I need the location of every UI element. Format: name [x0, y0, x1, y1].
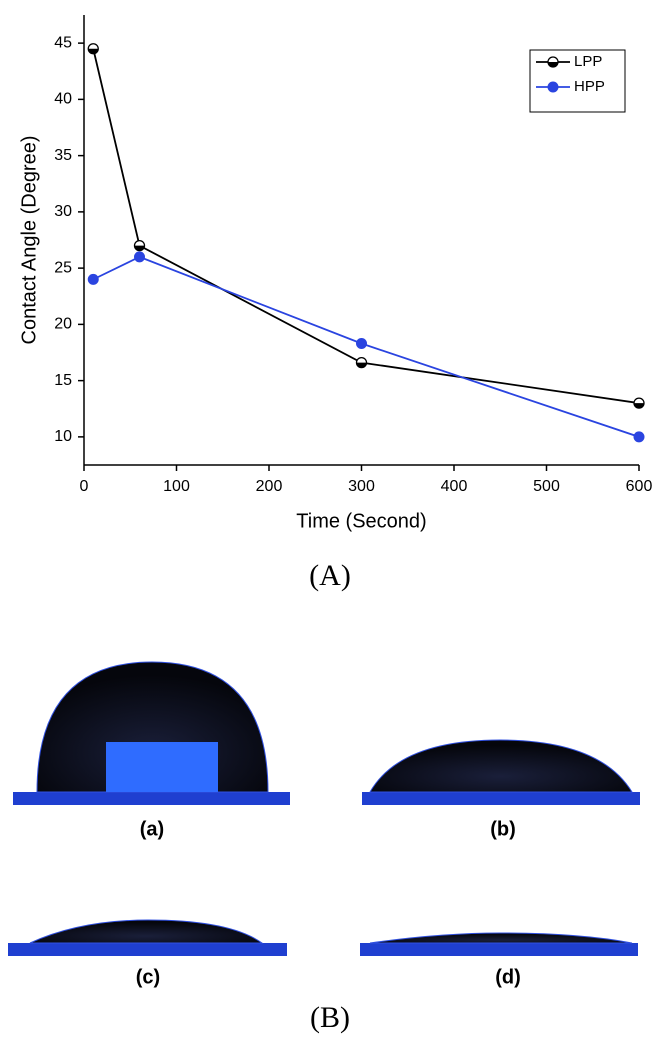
substrate [8, 943, 287, 956]
marker-dot [356, 338, 367, 349]
image-label: (d) [495, 966, 521, 988]
substrate [13, 792, 290, 805]
point [633, 431, 645, 443]
y-tick-label: 40 [54, 91, 72, 108]
x-tick-label: 100 [163, 478, 190, 495]
y-tick-label: 25 [54, 259, 72, 276]
x-tick-label: 0 [80, 478, 89, 495]
x-tick-label: 300 [348, 478, 375, 495]
droplet-images [8, 661, 640, 956]
marker-dot [87, 273, 99, 285]
x-tick-label: 200 [256, 478, 283, 495]
reflection [106, 742, 218, 792]
image-label: (b) [490, 818, 516, 840]
panel-label: (A) [309, 559, 351, 592]
marker-fill [356, 362, 367, 368]
point [133, 239, 146, 252]
marker-dot [547, 81, 559, 93]
series-line [92, 48, 640, 405]
marker-fill [634, 403, 644, 409]
marker-fill [134, 245, 145, 251]
x-tick-label: 600 [626, 478, 653, 495]
point [355, 356, 368, 369]
y-tick-label: 45 [54, 34, 72, 51]
marker-fill [88, 48, 99, 54]
legend-box [529, 49, 626, 113]
legend-label: LPP [574, 53, 602, 70]
point [134, 251, 145, 263]
series-line [92, 255, 640, 438]
marker-fill [548, 62, 558, 67]
point [87, 273, 99, 285]
x-tick-label: 500 [533, 478, 560, 495]
image-label: (c) [136, 966, 160, 988]
droplet [29, 919, 264, 944]
substrate [360, 943, 638, 956]
substrate [362, 792, 640, 805]
point [87, 43, 99, 55]
marker-dot [633, 431, 645, 443]
y-axis-title: Contact Angle (Degree) [18, 135, 40, 344]
droplet [369, 739, 633, 793]
image-label: (a) [140, 818, 164, 840]
y-tick-label: 35 [54, 147, 72, 164]
y-tick-label: 30 [54, 203, 72, 220]
x-tick-label: 400 [441, 478, 468, 495]
y-tick-label: 10 [54, 428, 72, 445]
point [633, 397, 645, 409]
panel-label: (B) [310, 1001, 350, 1034]
legend-label: HPP [574, 78, 605, 95]
point [356, 338, 367, 349]
marker-dot [134, 251, 145, 263]
x-axis-title: Time (Second) [296, 510, 426, 532]
y-tick-label: 15 [54, 372, 72, 389]
y-tick-label: 20 [54, 316, 72, 333]
point [547, 56, 559, 68]
point [547, 81, 559, 93]
droplet [369, 932, 633, 944]
